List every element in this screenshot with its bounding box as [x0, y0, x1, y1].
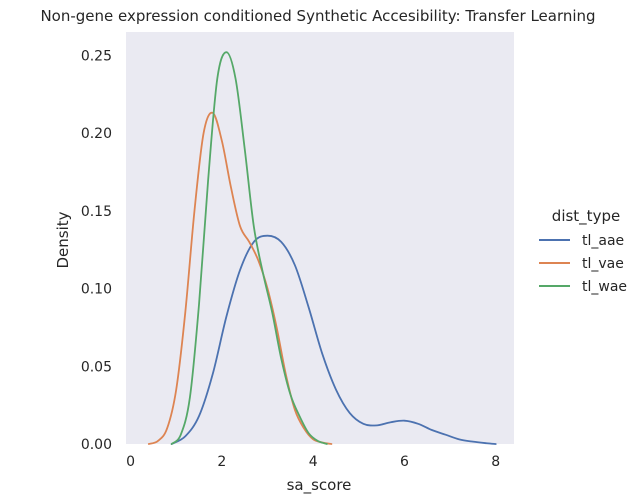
y-tick-label: 0.10: [81, 282, 112, 298]
y-tick-label: 0.20: [81, 126, 112, 142]
legend-label-tl_aae: tl_aae: [582, 233, 624, 249]
legend-label-tl_wae: tl_wae: [582, 279, 627, 295]
legend-label-tl_vae: tl_vae: [582, 256, 624, 272]
series-lines: [147, 51, 497, 445]
series-line-tl_wae: [170, 51, 328, 445]
x-axis-label: sa_score: [287, 476, 352, 495]
y-tick-label: 0.00: [81, 437, 112, 453]
series-line-tl_aae: [170, 234, 497, 445]
y-axis: 0.00 0.05 0.10 0.15 0.20 0.25: [81, 48, 112, 453]
y-tick-label: 0.25: [81, 48, 112, 64]
x-axis: 0 2 4 6 8: [126, 454, 500, 470]
x-tick-label: 2: [217, 454, 226, 470]
series-line-tl_vae: [147, 111, 333, 445]
legend-title: dist_type: [552, 207, 620, 226]
legend: dist_type tl_aae tl_vae tl_wae: [539, 207, 627, 295]
plot-area: [126, 32, 514, 444]
y-axis-label: Density: [54, 211, 72, 268]
y-tick-label: 0.15: [81, 204, 112, 220]
y-tick-label: 0.05: [81, 359, 112, 375]
x-tick-label: 0: [126, 454, 135, 470]
x-tick-label: 8: [491, 454, 500, 470]
x-tick-label: 6: [400, 454, 409, 470]
chart-title: Non-gene expression conditioned Syntheti…: [40, 7, 595, 25]
x-tick-label: 4: [309, 454, 318, 470]
